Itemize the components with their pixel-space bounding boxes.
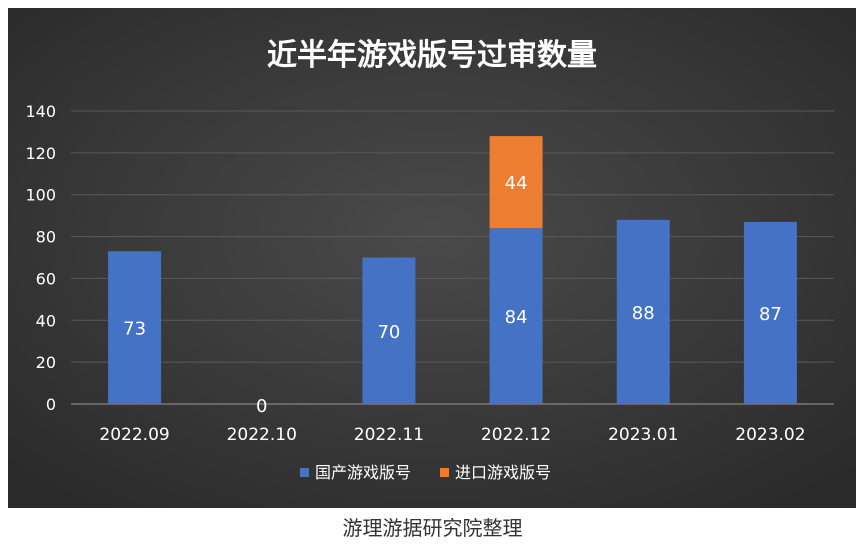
data-label: 0 <box>256 396 267 417</box>
x-tick-label: 2022.12 <box>481 425 551 445</box>
x-axis-ticks: 2022.09 2022.10 2022.11 2022.12 2023.01 2023.… <box>99 425 805 445</box>
caption: 游理游据研究院整理 <box>342 516 523 540</box>
bar-domestic <box>616 219 670 404</box>
y-tick-label: 40 <box>36 311 56 330</box>
bar-domestic <box>362 257 416 404</box>
legend-item: 进口游戏版号 <box>440 463 551 482</box>
y-tick-label: 140 <box>25 102 56 121</box>
data-label: 44 <box>505 173 528 194</box>
chart-panel: 近半年游戏版号过审数量 0 20 40 60 80 100 120 140 73 0 70 84 88… <box>8 8 856 508</box>
data-labels: 73 0 70 84 88 87 44 <box>123 173 782 417</box>
chart: 近半年游戏版号过审数量 0 20 40 60 80 100 120 140 73 0 70 84 88… <box>8 8 856 508</box>
bar-domestic <box>489 228 543 404</box>
legend-label: 国产游戏版号 <box>315 463 411 482</box>
legend-swatch <box>300 468 309 477</box>
bar-imported <box>489 136 543 229</box>
data-label: 84 <box>505 307 528 328</box>
chart-title: 近半年游戏版号过审数量 <box>267 38 597 73</box>
legend: 国产游戏版号 进口游戏版号 <box>300 463 551 482</box>
legend-item: 国产游戏版号 <box>300 463 411 482</box>
x-tick-label: 2023.01 <box>608 425 678 445</box>
bars <box>108 136 797 404</box>
bar-domestic <box>108 251 162 404</box>
x-tick-label: 2023.02 <box>735 425 805 445</box>
y-tick-label: 60 <box>36 269 56 288</box>
legend-label: 进口游戏版号 <box>455 463 551 482</box>
bar-domestic <box>743 221 797 404</box>
y-tick-label: 120 <box>25 144 56 163</box>
data-label: 88 <box>632 303 655 324</box>
y-tick-label: 0 <box>46 395 56 414</box>
data-label: 70 <box>377 322 400 343</box>
x-tick-label: 2022.09 <box>99 425 169 445</box>
data-label: 73 <box>123 319 146 340</box>
x-tick-label: 2022.10 <box>227 425 297 445</box>
legend-swatch <box>440 468 449 477</box>
y-tick-label: 20 <box>36 353 56 372</box>
gridlines <box>71 110 834 405</box>
data-label: 87 <box>759 304 782 325</box>
y-tick-label: 100 <box>25 186 56 205</box>
y-axis-ticks: 0 20 40 60 80 100 120 140 <box>25 102 56 414</box>
x-tick-label: 2022.11 <box>354 425 424 445</box>
y-tick-label: 80 <box>36 228 56 247</box>
